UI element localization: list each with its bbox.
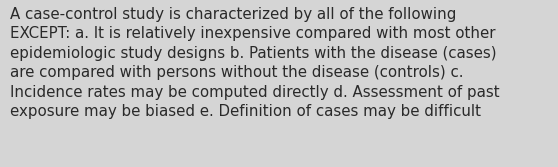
Text: A case-control study is characterized by all of the following
EXCEPT: a. It is r: A case-control study is characterized by… [10, 7, 499, 119]
